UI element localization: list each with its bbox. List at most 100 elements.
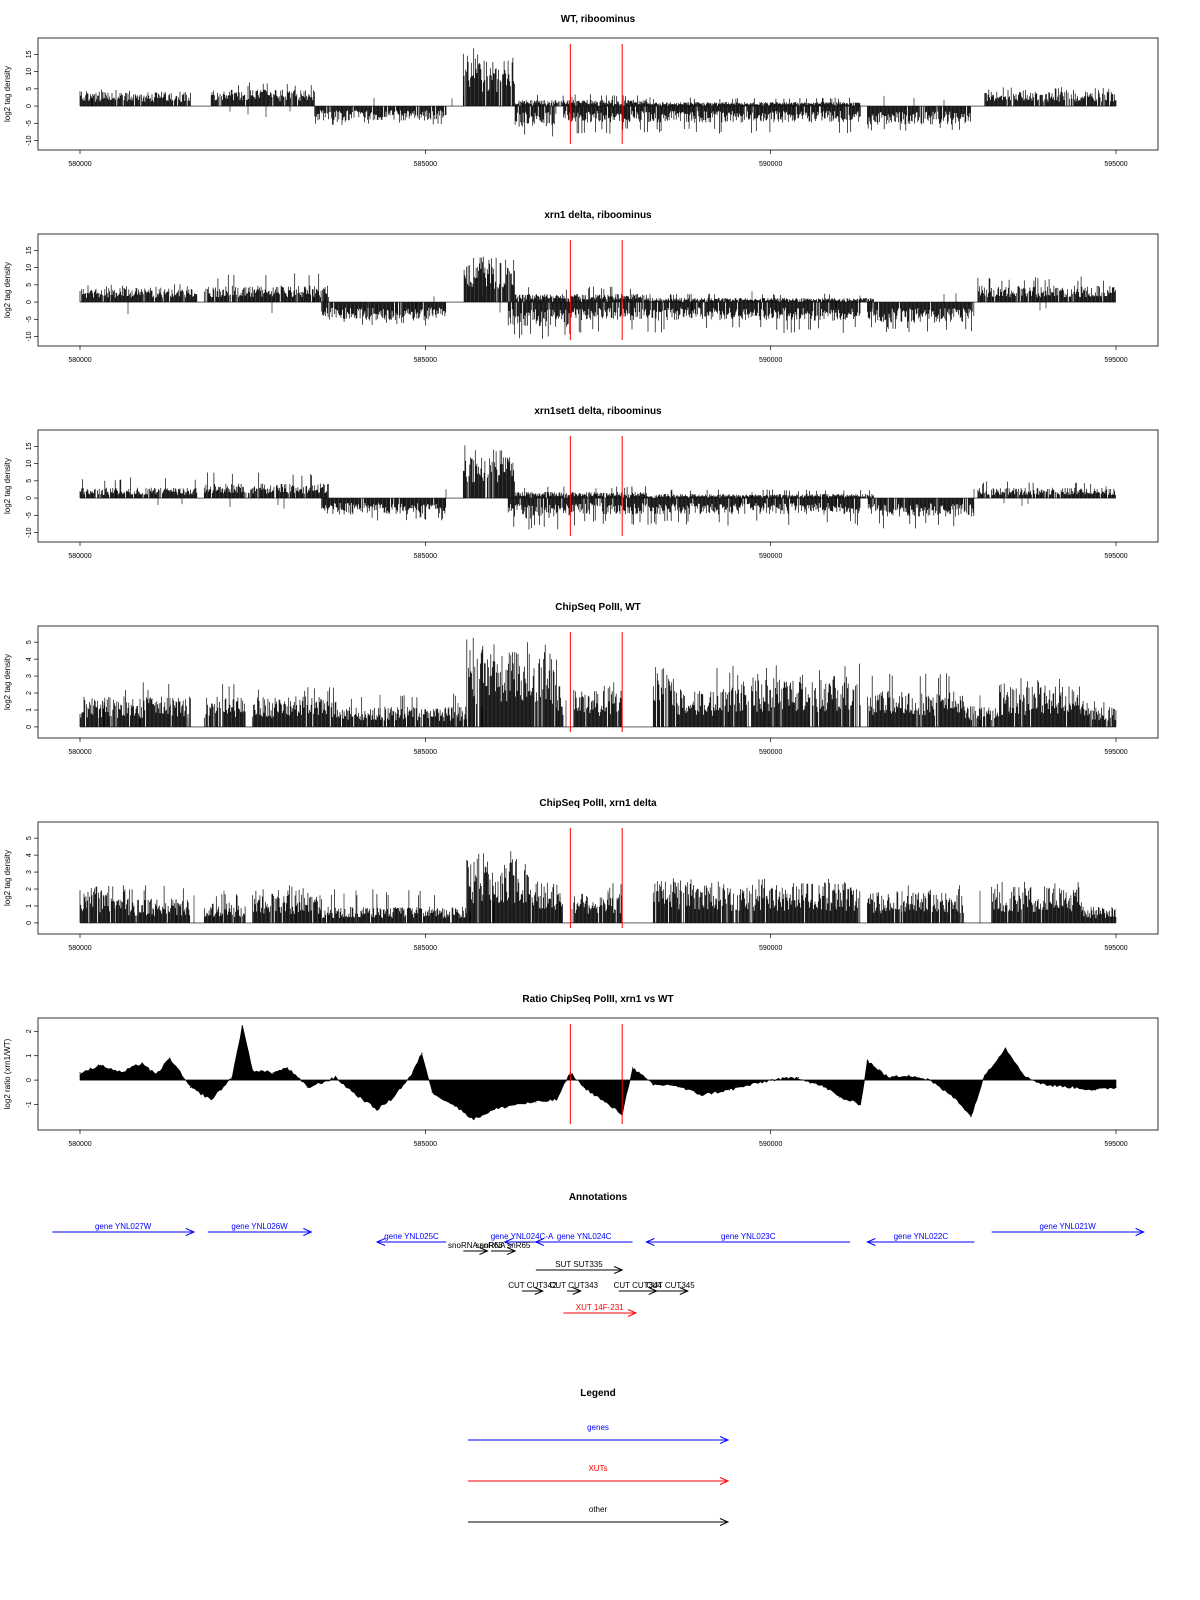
y-axis-label: log2 tag density [3,850,12,906]
signal-segment [252,687,343,727]
signal-bars [203,472,329,499]
panel-title: xrn1set1 delta, riboominus [534,406,662,417]
signal-segment [321,302,447,326]
signal-bars [514,106,557,137]
x-tick-label: 585000 [414,1141,437,1148]
signal-segment [1081,906,1117,923]
ratio-point [839,1096,841,1098]
signal-bars [645,97,861,107]
ratio-point [334,1077,337,1079]
signal-bars [645,293,874,303]
ratio-point [514,1103,516,1106]
signal-bars [984,87,1117,107]
signal-segment [528,881,563,923]
feature-label: gene YNL026W [231,1222,288,1231]
ratio-point [673,1084,675,1086]
legend-entry: XUTs [468,1464,730,1485]
feature-arrow: gene YNL026W [207,1222,313,1236]
ratio-area [79,1025,1117,1121]
ratio-point [604,1101,606,1103]
x-tick-label: 595000 [1104,553,1127,560]
annotations-panel: Annotations gene YNL027W gene YNL026W gene … [52,1192,1145,1317]
signal-bars [1081,700,1117,727]
y-tick-label: -5 [26,512,33,518]
signal-segment [463,256,515,303]
signal-segment [867,498,975,529]
ratio-point [535,1101,537,1103]
signal-bars [867,302,975,332]
y-tick-label: 0 [26,300,33,304]
arrowhead-icon [1135,1228,1145,1236]
signal-segment [652,667,674,727]
ratio-point [1073,1086,1076,1089]
signal-bars [203,894,246,923]
ratio-point [970,1116,972,1118]
signal-segment [984,87,1117,107]
signal-segment [573,682,623,727]
signal-segment [963,706,999,727]
signal-segment [867,106,971,131]
x-tick-label: 580000 [68,1141,91,1148]
y-tick-label: 5 [26,283,33,287]
feature-arrow: gene YNL024C-A [491,1232,554,1246]
signal-segment [514,106,557,137]
y-tick-label: 2 [26,887,33,891]
signal-bars [645,489,874,499]
y-tick-label: 3 [26,870,33,874]
arrowhead-icon [627,1309,638,1317]
ratio-point [1046,1084,1048,1086]
signal-bars [463,256,515,303]
y-axis-label: log2 tag density [3,262,12,318]
arrowhead-icon [375,1238,386,1246]
signal-bars [514,286,647,303]
signal-bars [342,693,467,727]
signal-segment [466,637,557,727]
y-tick-label: 1 [26,1054,33,1058]
y-tick-label: 2 [26,1029,33,1033]
x-tick-label: 585000 [414,357,437,364]
feature-label: CUT CUT342 [508,1281,557,1290]
feature-label: gene YNL025C [384,1232,439,1241]
signal-segment [514,94,647,107]
x-tick-label: 595000 [1104,945,1127,952]
scattered-spikes [85,890,1077,923]
legend-entry: genes [468,1423,730,1444]
signal-bars [466,851,529,923]
x-tick-label: 580000 [68,161,91,168]
arrowhead-icon [572,1287,582,1295]
signal-segment [867,302,975,332]
x-tick-label: 585000 [414,945,437,952]
signal-bars [556,686,564,727]
x-tick-label: 595000 [1104,161,1127,168]
track-panel-4: ChipSeq PolII, WT log2 tag density 5 4 3 2 1 0 5… [3,602,1159,756]
signal-bars [462,445,515,499]
scattered-spikes [115,486,1107,511]
signal-segment [210,82,315,107]
x-tick-label: 580000 [68,749,91,756]
signal-segment [507,498,571,530]
arrowhead-icon [534,1287,544,1295]
signal-segment [79,477,198,499]
ratio-point [410,1074,413,1076]
y-tick-label: 5 [26,87,33,91]
ratio-point [1115,1086,1117,1089]
feature-label: SUT SUT335 [555,1260,603,1269]
signal-bars [252,885,322,923]
feature-arrow: gene YNL023C [645,1232,851,1246]
y-tick-label: 4 [26,657,33,661]
signal-bars [79,477,198,499]
ratio-point [355,1094,357,1096]
signal-bars [867,106,971,131]
x-tick-label: 590000 [759,945,782,952]
ratio-point [859,1103,862,1106]
y-tick-label: 15 [26,50,33,58]
ratio-point [652,1084,654,1086]
track-panel-6: Ratio ChipSeq PolII, xrn1 vs WT log2 rati… [3,994,1159,1148]
signal-segment [687,878,861,923]
signal-segment [203,273,329,303]
feature-arrow: CUT CUT345 [646,1281,695,1295]
y-tick-label: 5 [26,479,33,483]
legend-title: Legend [580,1388,616,1399]
x-tick-label: 590000 [759,161,782,168]
signal-segment [252,885,322,923]
